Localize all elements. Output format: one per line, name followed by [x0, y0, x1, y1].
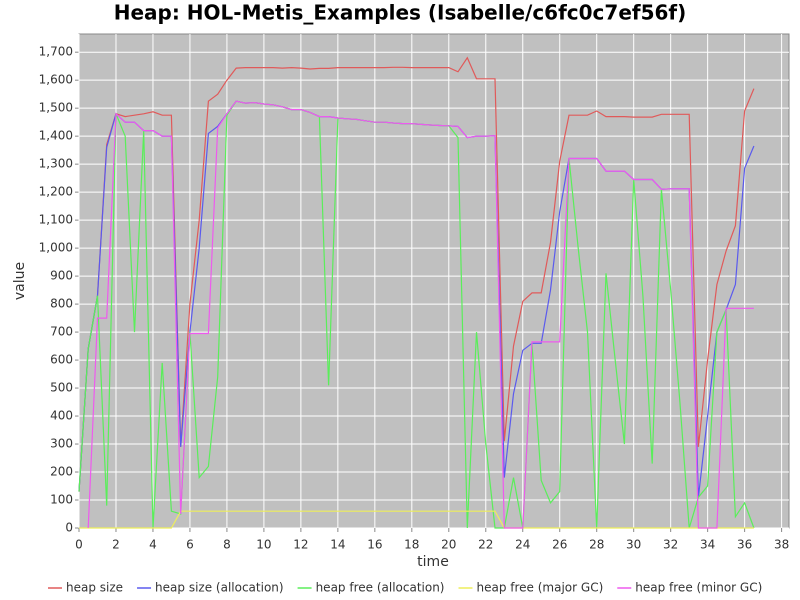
x-tick-label: 16: [367, 538, 382, 552]
y-tick-label: 300: [50, 437, 73, 451]
legend-label: heap free (major GC): [477, 581, 604, 595]
y-tick-label: 0: [65, 521, 73, 535]
x-tick-label: 8: [223, 538, 231, 552]
x-tick-label: 12: [293, 538, 308, 552]
y-tick-label: 200: [50, 465, 73, 479]
y-tick-label: 800: [50, 297, 73, 311]
x-tick-label: 24: [515, 538, 530, 552]
x-tick-label: 20: [441, 538, 456, 552]
y-tick-label: 1,200: [39, 185, 73, 199]
x-tick-label: 14: [330, 538, 345, 552]
x-tick-label: 18: [404, 538, 419, 552]
y-tick-label: 700: [50, 325, 73, 339]
x-tick-label: 6: [186, 538, 194, 552]
x-tick-label: 26: [552, 538, 567, 552]
y-tick-label: 500: [50, 381, 73, 395]
x-tick-label: 4: [149, 538, 157, 552]
y-tick-label: 600: [50, 353, 73, 367]
y-tick-label: 1,300: [39, 157, 73, 171]
legend-label: heap size: [66, 581, 123, 595]
x-tick-label: 28: [589, 538, 604, 552]
y-tick-label: 1,600: [39, 73, 73, 87]
x-axis-label: time: [417, 554, 449, 570]
x-tick-label: 2: [112, 538, 120, 552]
legend-label: heap free (allocation): [316, 581, 445, 595]
y-tick-label: 400: [50, 409, 73, 423]
series-line: [78, 56, 755, 492]
x-tick-label: 36: [737, 538, 752, 552]
x-tick-label: 32: [663, 538, 678, 552]
y-tick-label: 1,000: [39, 241, 73, 255]
legend-label: heap free (minor GC): [635, 581, 762, 595]
x-tick-label: 30: [626, 538, 641, 552]
series-line: [79, 510, 754, 529]
y-axis-label: value: [12, 262, 28, 300]
y-tick-label: 100: [50, 493, 73, 507]
y-tick-label: 1,100: [39, 213, 73, 227]
chart-title: Heap: HOL-Metis_Examples (Isabelle/c6fc0…: [114, 1, 687, 25]
x-tick-label: 38: [774, 538, 789, 552]
x-tick-label: 22: [478, 538, 493, 552]
y-tick-label: 900: [50, 269, 73, 283]
y-tick-label: 1,500: [39, 101, 73, 115]
x-tick-label: 34: [700, 538, 715, 552]
legend-label: heap size (allocation): [155, 581, 284, 595]
x-tick-label: 10: [256, 538, 271, 552]
y-tick-label: 1,400: [39, 129, 73, 143]
x-tick-label: 0: [75, 538, 83, 552]
y-tick-label: 1,700: [39, 45, 73, 59]
series-line: [87, 100, 754, 529]
